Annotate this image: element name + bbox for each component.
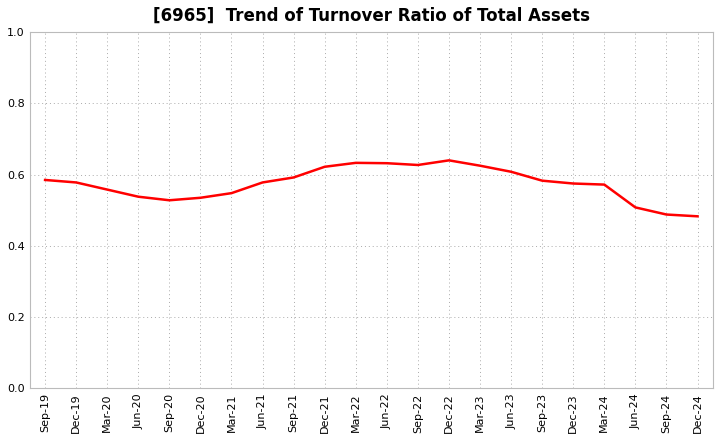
Title: [6965]  Trend of Turnover Ratio of Total Assets: [6965] Trend of Turnover Ratio of Total …	[153, 7, 590, 25]
